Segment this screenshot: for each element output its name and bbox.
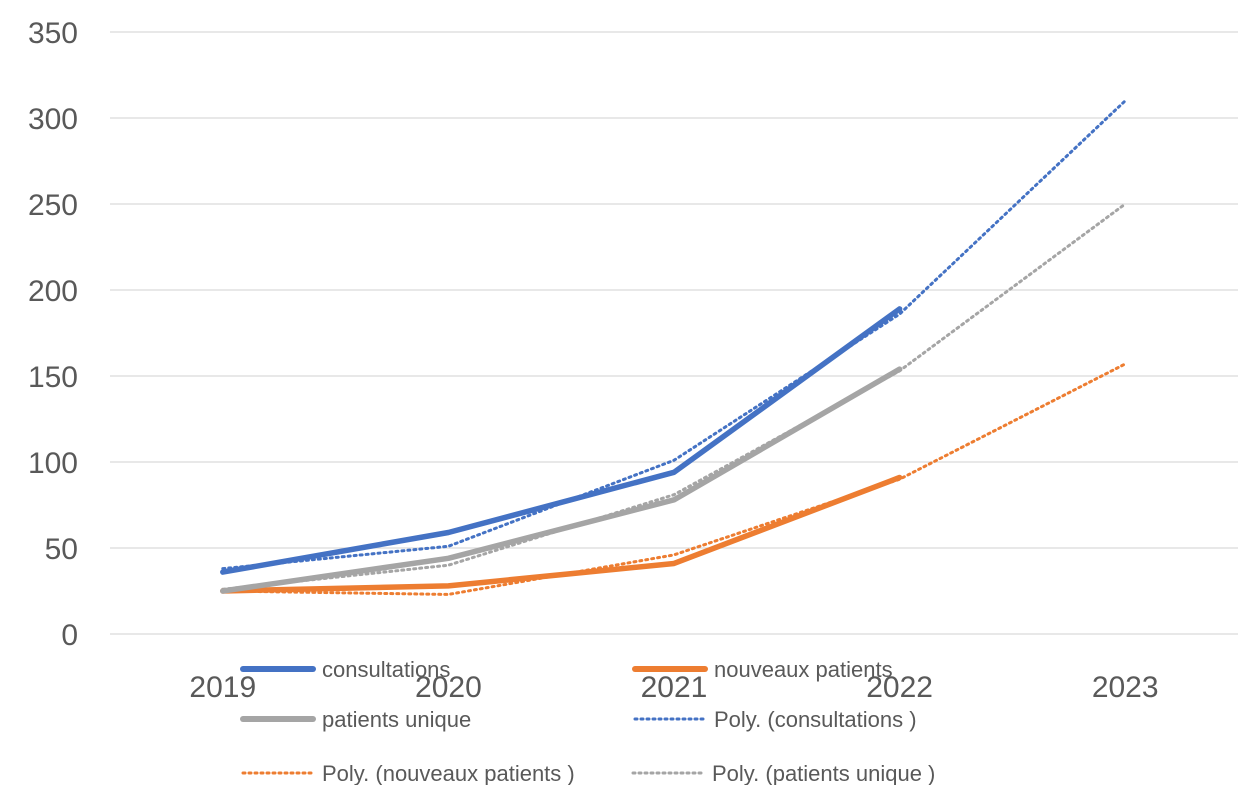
legend-label: Poly. (nouveaux patients ) <box>322 761 575 785</box>
data-series <box>220 306 903 594</box>
y-axis-tick-labels: 0 50 100 150 200 250 300 350 <box>28 17 78 652</box>
y-tick-label: 100 <box>28 447 78 480</box>
series-line-nouveaux-patients <box>220 474 903 594</box>
x-tick-label: 2023 <box>1092 671 1159 704</box>
gridlines <box>110 31 1238 635</box>
trendline-poly-nouveaux-patients <box>221 362 1127 596</box>
x-tick-label: 2019 <box>189 671 256 704</box>
x-tick-label: 2022 <box>866 671 933 704</box>
legend-item-nouveaux-patients: nouveaux patients <box>632 657 893 682</box>
trendline-series <box>221 99 1127 596</box>
legend-label: patients unique <box>322 707 471 732</box>
series-line-patients-unique <box>220 366 903 594</box>
legend-label: Poly. (patients unique ) <box>712 761 935 785</box>
trendline-poly-patients-unique <box>221 202 1127 591</box>
legend-item-consultations: consultations <box>240 657 450 682</box>
x-axis-tick-labels: 2019 2020 2021 2022 2023 <box>189 671 1158 704</box>
y-tick-label: 250 <box>28 189 78 222</box>
legend-item-poly-nouveaux-patients: Poly. (nouveaux patients ) <box>241 761 575 785</box>
y-tick-label: 350 <box>28 17 78 50</box>
legend-label: nouveaux patients <box>714 657 893 682</box>
legend-item-patients-unique: patients unique <box>240 707 471 732</box>
legend-label: Poly. (consultations ) <box>714 707 917 732</box>
y-tick-label: 150 <box>28 361 78 394</box>
legend-item-poly-patients-unique: Poly. (patients unique ) <box>631 761 935 785</box>
legend-label: consultations <box>322 657 450 682</box>
y-tick-label: 300 <box>28 103 78 136</box>
y-tick-label: 200 <box>28 275 78 308</box>
y-tick-label: 0 <box>61 619 78 652</box>
legend-item-poly-consultations: Poly. (consultations ) <box>633 707 917 732</box>
x-tick-label: 2020 <box>415 671 482 704</box>
series-line-consultations <box>220 306 903 575</box>
x-tick-label: 2021 <box>641 671 708 704</box>
legend: consultations nouveaux patients patients u… <box>240 657 935 785</box>
y-tick-label: 50 <box>45 533 78 566</box>
